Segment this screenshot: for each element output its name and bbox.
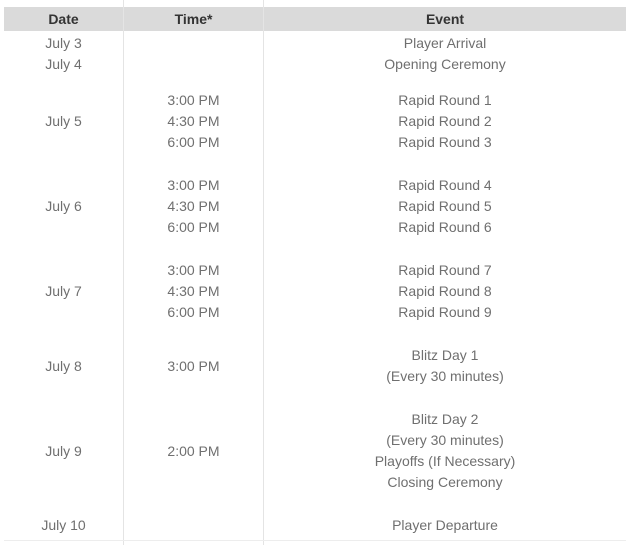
date-text: July 6 [45, 198, 82, 214]
time-text: 3:00 PM [167, 262, 220, 278]
table-row: July 5 3:00 PM 4:30 PM 6:00 PM Rapid Round… [4, 75, 626, 164]
event-text: Rapid Round 1 [398, 92, 492, 108]
time-cell: 3:00 PM 4:30 PM 6:00 PM [124, 90, 263, 153]
time-cell: 2:00 PM [124, 409, 263, 493]
time-text: 6:00 PM [167, 134, 220, 150]
date-cell: July 10 [4, 515, 123, 536]
table-row: July 9 2:00 PM Blitz Day 2 (Every 30 minu… [4, 398, 626, 504]
date-text: July 7 [45, 283, 82, 299]
date-cell: July 4 [4, 54, 123, 75]
table-row: July 6 3:00 PM 4:30 PM 6:00 PM Rapid Round… [4, 164, 626, 249]
date-cell: July 3 [4, 33, 123, 54]
event-text: Blitz Day 1 [411, 347, 479, 363]
table-bottom-rule [4, 540, 626, 541]
time-text: 6:00 PM [167, 304, 220, 320]
event-cell: Player Arrival [264, 33, 626, 54]
header-time: Time* [124, 7, 263, 31]
event-text: Rapid Round 6 [398, 219, 492, 235]
table-row: July 7 3:00 PM 4:30 PM 6:00 PM Rapid Round… [4, 249, 626, 334]
event-cell: Blitz Day 2 (Every 30 minutes) Playoffs (I… [264, 409, 626, 493]
event-cell: Opening Ceremony [264, 54, 626, 75]
header-date: Date [4, 7, 123, 31]
event-text: (Every 30 minutes) [386, 432, 504, 448]
event-cell: Player Departure [264, 515, 626, 536]
date-text: July 10 [41, 517, 86, 533]
schedule-table: Date Time* Event July 3 Player Arrival J… [4, 0, 626, 545]
event-text: Rapid Round 7 [398, 262, 492, 278]
event-text: Rapid Round 2 [398, 113, 492, 129]
date-text: July 5 [45, 113, 82, 129]
time-text: 4:30 PM [167, 198, 220, 214]
date-cell: July 7 [4, 260, 123, 323]
time-text: 3:00 PM [167, 177, 220, 193]
time-cell [124, 515, 263, 536]
date-text: July 4 [45, 56, 82, 72]
time-text: 6:00 PM [167, 219, 220, 235]
time-text: 3:00 PM [167, 92, 220, 108]
event-text: Rapid Round 5 [398, 198, 492, 214]
time-cell: 3:00 PM 4:30 PM 6:00 PM [124, 175, 263, 238]
event-text: Rapid Round 9 [398, 304, 492, 320]
event-text: Blitz Day 2 [411, 411, 479, 427]
event-text: Player Arrival [403, 35, 487, 51]
event-text: Playoffs (If Necessary) [374, 453, 516, 469]
time-cell: 3:00 PM [124, 345, 263, 387]
event-text: Rapid Round 8 [398, 283, 492, 299]
event-text: Rapid Round 3 [398, 134, 492, 150]
event-text: Closing Ceremony [387, 474, 503, 490]
date-cell: July 6 [4, 175, 123, 238]
header-event: Event [264, 7, 626, 31]
date-text: July 8 [45, 357, 82, 374]
time-cell [124, 54, 263, 75]
table-header: Date Time* Event [4, 7, 626, 31]
date-cell: July 5 [4, 90, 123, 153]
event-cell: Rapid Round 7 Rapid Round 8 Rapid Round 9 [264, 260, 626, 323]
table-row: July 3 Player Arrival [4, 33, 626, 54]
time-text: 4:30 PM [167, 113, 220, 129]
event-text: Rapid Round 4 [398, 177, 492, 193]
time-text: 4:30 PM [167, 283, 220, 299]
date-text: July 3 [45, 35, 82, 51]
table-row: July 8 3:00 PM Blitz Day 1 (Every 30 minu… [4, 334, 626, 398]
date-text: July 9 [45, 442, 82, 459]
event-cell: Rapid Round 4 Rapid Round 5 Rapid Round 6 [264, 175, 626, 238]
time-cell: 3:00 PM 4:30 PM 6:00 PM [124, 260, 263, 323]
time-text: 2:00 PM [167, 442, 220, 459]
date-cell: July 8 [4, 345, 123, 387]
event-text: Opening Ceremony [384, 56, 506, 72]
time-cell [124, 33, 263, 54]
table-row: July 4 Opening Ceremony [4, 54, 626, 75]
table-row: July 10 Player Departure [4, 504, 626, 545]
event-cell: Rapid Round 1 Rapid Round 2 Rapid Round 3 [264, 90, 626, 153]
event-cell: Blitz Day 1 (Every 30 minutes) [264, 345, 626, 387]
column-divider-time-event [263, 0, 264, 545]
date-cell: July 9 [4, 409, 123, 493]
column-divider-date-time [123, 0, 124, 545]
event-text: (Every 30 minutes) [386, 368, 504, 384]
event-text: Player Departure [392, 517, 498, 533]
time-text: 3:00 PM [167, 357, 220, 374]
table-body: July 3 Player Arrival July 4 Opening Cer… [4, 33, 626, 545]
